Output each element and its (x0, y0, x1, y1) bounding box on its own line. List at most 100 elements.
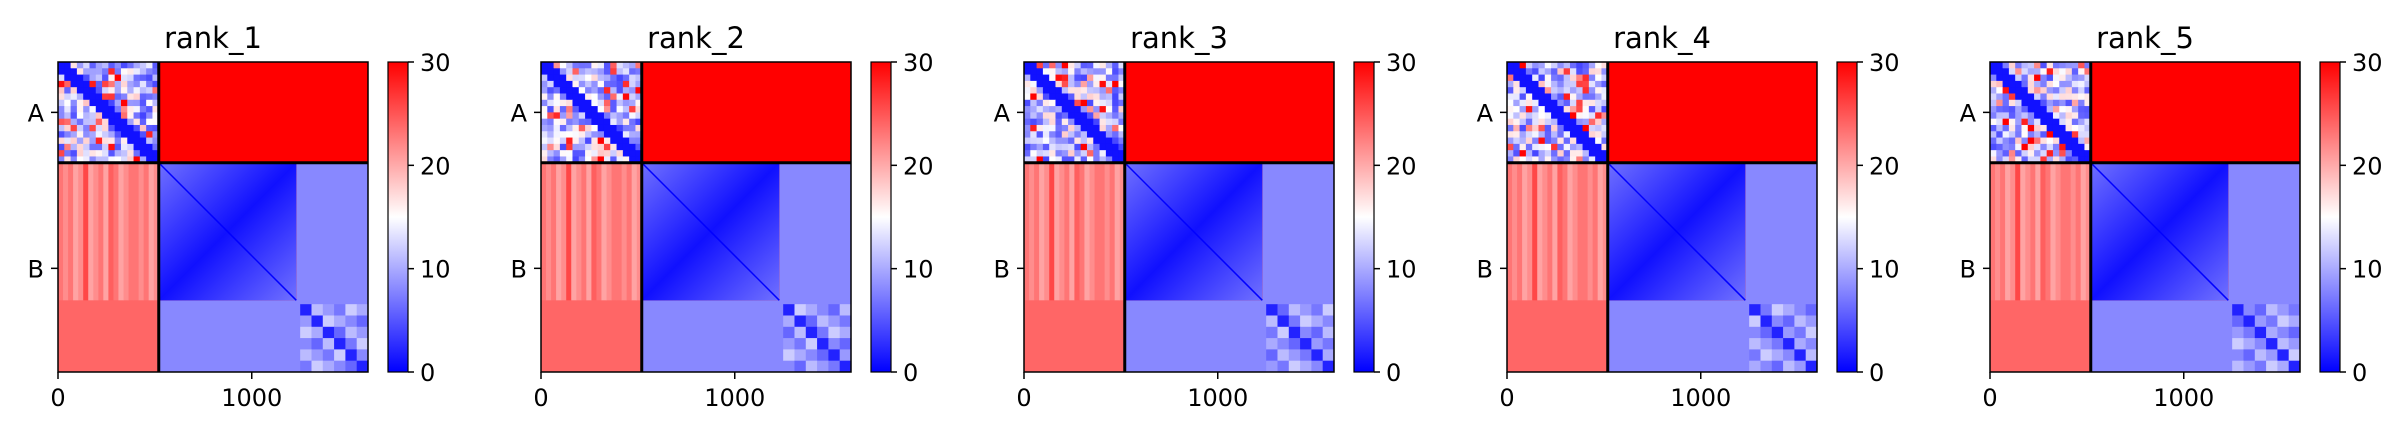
heatmap-cell (1996, 80, 2003, 88)
heatmap-cell (1507, 80, 1514, 88)
heatmap-cell (1805, 338, 1818, 350)
heatmap-cell (2065, 87, 2073, 94)
heatmap-cell (578, 124, 586, 132)
heatmap-cell (76, 112, 84, 120)
heatmap-cell (2002, 112, 2010, 120)
heatmap-cell (635, 112, 643, 120)
heatmap-cell (1542, 162, 1548, 301)
heatmap-cell (1311, 338, 1323, 350)
colorbar-tick-label: 0 (2352, 359, 2367, 387)
heatmap-cell (64, 80, 71, 88)
heatmap-cell (1805, 304, 1818, 316)
heatmap-cell (1544, 106, 1552, 113)
heatmap-cell (2277, 349, 2289, 361)
heatmap-cell (108, 124, 116, 132)
heatmap-cell (1569, 143, 1577, 151)
heatmap-cell (2021, 93, 2029, 101)
heatmap-cell (1588, 80, 1596, 88)
heatmap-cell (1074, 150, 1082, 157)
heatmap-cell (597, 87, 605, 94)
heatmap-cell (2078, 124, 2085, 132)
heatmap-cell (1055, 131, 1063, 138)
heatmap-cell (133, 62, 141, 69)
heatmap-cell (114, 137, 122, 145)
heatmap-cell (1538, 74, 1546, 82)
heatmap-cell (2254, 304, 2267, 316)
heatmap-cell (1118, 106, 1126, 113)
heatmap-cell (591, 74, 599, 82)
heatmap-cell (553, 150, 561, 157)
heatmap-cell (603, 80, 611, 88)
heatmap-cell (817, 349, 829, 361)
heatmap-cell (616, 62, 624, 69)
heatmap-diagonal-b1 (2090, 162, 2229, 301)
heatmap-cell (635, 93, 643, 101)
heatmap-cell (1099, 143, 1107, 151)
heatmap-cell (322, 304, 335, 316)
heatmap-cell (322, 338, 335, 350)
heatmap-cell (1036, 118, 1044, 126)
heatmap-cell (73, 162, 79, 301)
heatmap-cell (2065, 131, 2073, 138)
heatmap-cell (1055, 118, 1063, 126)
heatmap-cell (1079, 162, 1085, 301)
heatmap-cell (1093, 112, 1100, 120)
heatmap-cell (1563, 156, 1571, 164)
heatmap-cell (1519, 156, 1527, 164)
heatmap-cell (2034, 74, 2041, 82)
heatmap-cell (616, 112, 624, 120)
heatmap-cell (139, 106, 147, 113)
heatmap-cell (2034, 68, 2041, 75)
heatmap-cell (1080, 93, 1088, 101)
heatmap-cell (2027, 137, 2035, 145)
heatmap-cell (578, 93, 586, 101)
heatmap-cell (1042, 106, 1050, 113)
heatmap-cell (83, 99, 90, 107)
heatmap-cell (1105, 74, 1113, 82)
heatmap-cell (2071, 156, 2079, 164)
heatmap-cell (1532, 99, 1539, 107)
heatmap-cell (1592, 162, 1598, 301)
heatmap-cell (597, 150, 605, 157)
heatmap-cell (559, 131, 567, 138)
heatmap-cell (616, 93, 624, 101)
heatmap-diagonal-b1 (641, 162, 780, 301)
heatmap-cell (635, 124, 643, 132)
heatmap-cell (553, 112, 561, 120)
heatmap-cell (1507, 162, 1513, 301)
heatmap-cell (2015, 80, 2022, 88)
heatmap-cell (1517, 162, 1523, 301)
heatmap-cell (1538, 131, 1546, 138)
heatmap-cell (1557, 80, 1565, 88)
heatmap-cell (2065, 62, 2073, 69)
heatmap-cell (572, 99, 580, 107)
heatmap-cell (1569, 93, 1577, 101)
heatmap-cell (2078, 131, 2085, 138)
heatmap-cell (83, 143, 90, 151)
colorbar-tick-label: 20 (420, 152, 451, 180)
heatmap-cell (1595, 87, 1602, 94)
heatmap-cell (1507, 131, 1514, 138)
heatmap-cell (817, 315, 829, 328)
heatmap-cell (148, 162, 155, 301)
heatmap-cell (1595, 143, 1602, 151)
heatmap-cell (58, 150, 65, 157)
heatmap-cell (2084, 99, 2092, 107)
heatmap-cell (1099, 124, 1107, 132)
heatmap-cell (616, 68, 624, 75)
heatmap-cell (120, 106, 128, 113)
heatmap-cell (783, 315, 795, 328)
heatmap-cell (2010, 162, 2016, 301)
heatmap-cell (108, 118, 116, 126)
heatmap-cell (1507, 93, 1514, 101)
heatmap-cell (1112, 80, 1119, 88)
heatmap-cell (597, 68, 605, 75)
heatmap-cell (2288, 326, 2301, 339)
heatmap-cell (1588, 106, 1596, 113)
heatmap-cell (1996, 137, 2003, 145)
heatmap-cell (1068, 156, 1075, 164)
heatmap-cell (2254, 349, 2267, 361)
heatmap-cell (1996, 74, 2003, 82)
heatmap-cell (1601, 143, 1609, 151)
